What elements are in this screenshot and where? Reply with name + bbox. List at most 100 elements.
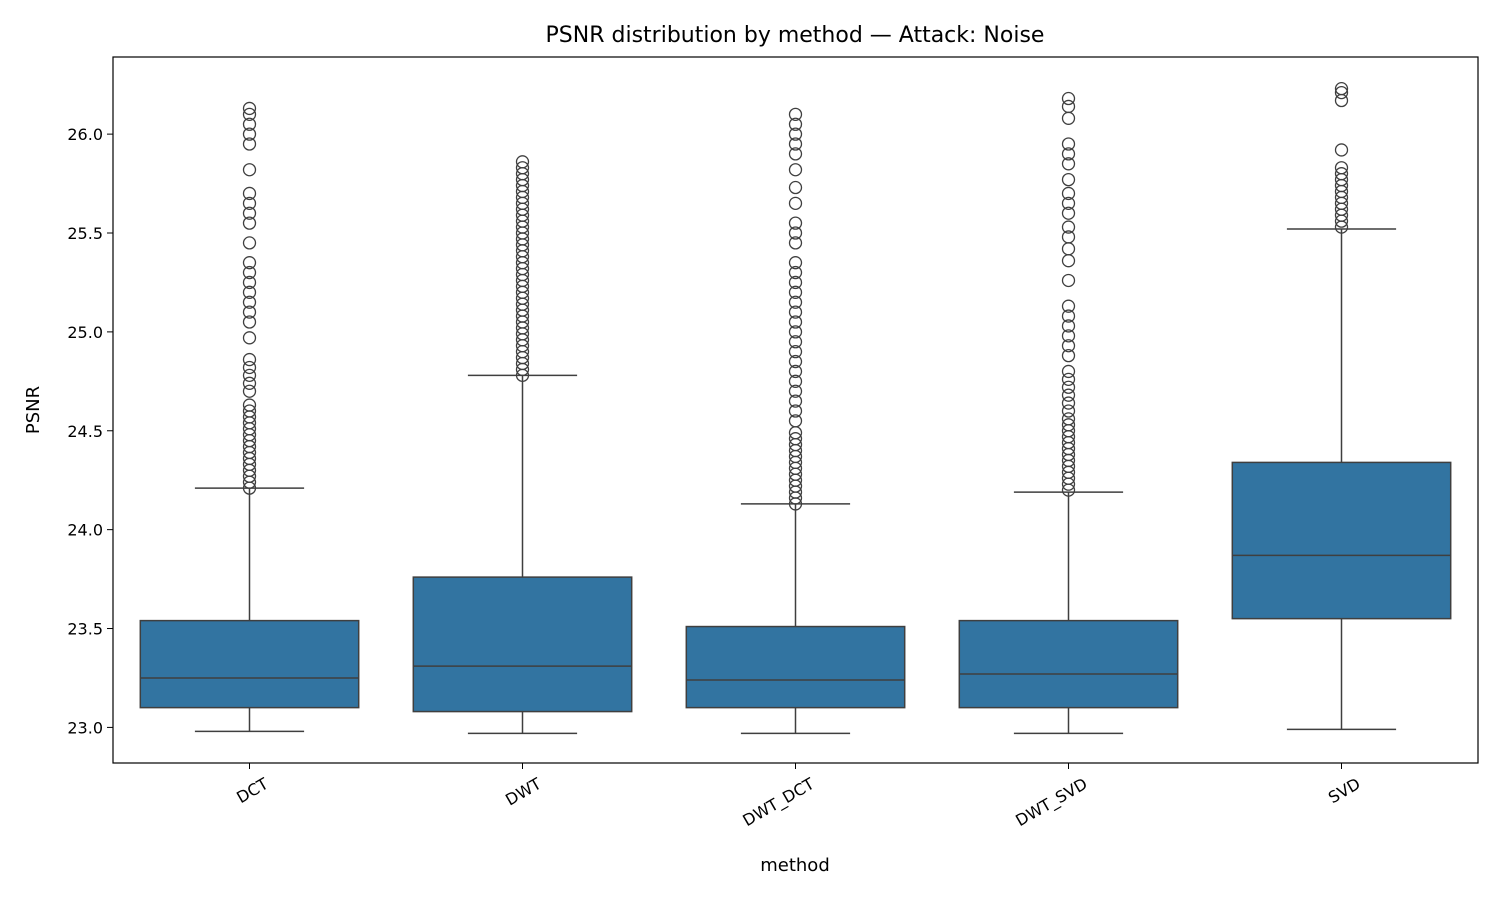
outlier-point — [1334, 85, 1349, 100]
box-dwt-dct — [685, 107, 906, 735]
outlier-point — [242, 398, 257, 412]
outlier-point — [242, 305, 257, 319]
outlier-point — [788, 163, 803, 177]
outlier-point — [788, 374, 803, 388]
outlier-point — [515, 155, 530, 169]
iqr-box — [685, 625, 906, 709]
outlier-point — [788, 384, 803, 398]
outlier-point — [788, 345, 803, 359]
outlier-point — [1061, 339, 1076, 353]
x-tick-label: DWT — [502, 774, 545, 810]
y-tick-label: 25.5 — [67, 224, 103, 243]
outlier-point — [242, 404, 257, 418]
box-svd — [1231, 81, 1452, 731]
outlier-point — [242, 117, 257, 131]
outlier-point — [1061, 157, 1076, 171]
iqr-box — [958, 619, 1179, 709]
outlier-point — [1061, 186, 1076, 201]
outlier-point — [1334, 81, 1349, 96]
outlier-point — [788, 364, 803, 379]
outlier-point — [242, 256, 257, 270]
outlier-point — [1061, 388, 1076, 402]
y-tick-label: 25.0 — [67, 323, 103, 342]
y-tick-label: 24.5 — [67, 422, 103, 441]
outlier-point — [788, 404, 803, 418]
outlier-point — [788, 226, 803, 240]
x-axis: DCT DWT DWT_DCT DWT_SVD SVD — [233, 763, 1364, 831]
outlier-point — [788, 265, 803, 280]
outlier-point — [242, 384, 257, 398]
outlier-point — [242, 186, 257, 201]
outlier-point — [242, 163, 257, 177]
outlier-point — [1061, 147, 1076, 161]
outlier-point — [242, 236, 257, 250]
outlier-point — [242, 315, 257, 329]
outlier-point — [242, 285, 257, 299]
outlier-point — [788, 325, 803, 339]
outlier-point — [242, 331, 257, 345]
y-tick-label: 24.0 — [67, 521, 103, 540]
box-dwt — [412, 155, 633, 735]
x-axis-label: method — [760, 855, 830, 876]
outlier-point — [242, 137, 257, 151]
outlier-point — [242, 196, 257, 210]
outlier-point — [1061, 309, 1076, 323]
outlier-point — [788, 147, 803, 161]
outlier-point — [788, 394, 803, 408]
iqr-box — [1231, 461, 1452, 620]
outlier-point — [1061, 348, 1076, 363]
x-tick-label: SVD — [1325, 774, 1363, 807]
outlier-point — [242, 352, 257, 367]
outlier-point — [242, 127, 257, 141]
iqr-box — [412, 576, 633, 713]
outlier-point — [1334, 161, 1349, 175]
outlier-point — [242, 107, 257, 122]
outlier-point — [242, 275, 257, 290]
outlier-point — [1061, 196, 1076, 210]
outlier-point — [1334, 167, 1349, 181]
outlier-point — [788, 414, 803, 428]
x-tick-label: DWT_DCT — [739, 774, 818, 831]
outlier-point — [1061, 412, 1076, 426]
outlier-point — [242, 360, 257, 375]
outlier-point — [788, 275, 803, 290]
outlier-point — [788, 335, 803, 349]
outlier-point — [788, 256, 803, 270]
iqr-box — [139, 619, 360, 709]
x-tick-label: DCT — [233, 774, 272, 807]
x-tick-label: DWT_SVD — [1012, 774, 1091, 831]
chart-title: PSNR distribution by method — Attack: No… — [546, 23, 1045, 48]
y-tick-label: 26.0 — [67, 125, 103, 144]
outlier-point — [788, 137, 803, 151]
outlier-point — [1061, 254, 1076, 268]
outlier-point — [1061, 380, 1076, 394]
outlier-point — [242, 101, 257, 116]
outlier-point — [1061, 396, 1076, 410]
outlier-point — [1061, 91, 1076, 106]
outlier-point — [242, 295, 257, 309]
box-dct — [139, 101, 360, 733]
outlier-point — [1061, 99, 1076, 114]
outlier-point — [1061, 230, 1076, 244]
outlier-point — [788, 295, 803, 309]
outlier-point — [1061, 172, 1076, 187]
outlier-point — [1061, 418, 1076, 432]
outlier-point — [788, 216, 803, 230]
outlier-point — [1061, 299, 1076, 313]
y-axis-label: PSNR — [23, 386, 44, 434]
outlier-point — [788, 180, 803, 195]
outlier-point — [788, 196, 803, 210]
box-dwt-svd — [958, 91, 1179, 735]
y-tick-label: 23.5 — [67, 620, 103, 639]
outlier-point — [788, 236, 803, 250]
outlier-point — [242, 206, 257, 220]
y-axis: 23.0 23.5 24.0 24.5 25.0 25.5 26.0 — [67, 125, 113, 737]
outlier-point — [1061, 137, 1076, 151]
outlier-point — [242, 376, 257, 390]
outlier-point — [1061, 404, 1076, 418]
outlier-point — [788, 315, 803, 329]
outlier-point — [1061, 220, 1076, 234]
outlier-point — [242, 216, 257, 230]
outlier-point — [1061, 372, 1076, 386]
